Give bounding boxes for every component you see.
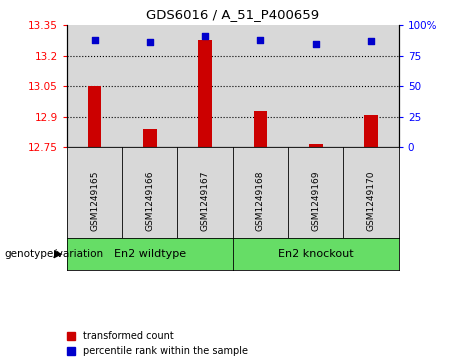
Text: GSM1249169: GSM1249169 xyxy=(311,170,320,231)
Text: En2 wildtype: En2 wildtype xyxy=(114,249,186,259)
Point xyxy=(312,41,319,46)
Text: GSM1249170: GSM1249170 xyxy=(366,170,376,231)
Bar xyxy=(122,25,177,147)
Bar xyxy=(177,25,233,147)
Bar xyxy=(288,25,343,147)
Text: En2 knockout: En2 knockout xyxy=(278,249,354,259)
Bar xyxy=(343,25,399,147)
Text: genotype/variation: genotype/variation xyxy=(5,249,104,259)
Point xyxy=(257,37,264,43)
Point xyxy=(367,38,375,44)
Point xyxy=(91,37,98,43)
Bar xyxy=(198,40,212,147)
Text: GSM1249168: GSM1249168 xyxy=(256,170,265,231)
Point xyxy=(146,40,154,45)
Text: GSM1249166: GSM1249166 xyxy=(145,170,154,231)
Bar xyxy=(364,115,378,147)
Legend: transformed count, percentile rank within the sample: transformed count, percentile rank withi… xyxy=(67,331,248,356)
Text: GSM1249165: GSM1249165 xyxy=(90,170,99,231)
Text: GSM1249167: GSM1249167 xyxy=(201,170,210,231)
Bar xyxy=(233,25,288,147)
Bar xyxy=(309,144,323,147)
Bar xyxy=(254,110,267,147)
Text: ▶: ▶ xyxy=(54,249,62,259)
Title: GDS6016 / A_51_P400659: GDS6016 / A_51_P400659 xyxy=(146,8,319,21)
Bar xyxy=(88,86,101,147)
Bar xyxy=(67,25,122,147)
Bar xyxy=(143,129,157,147)
Point xyxy=(201,33,209,39)
